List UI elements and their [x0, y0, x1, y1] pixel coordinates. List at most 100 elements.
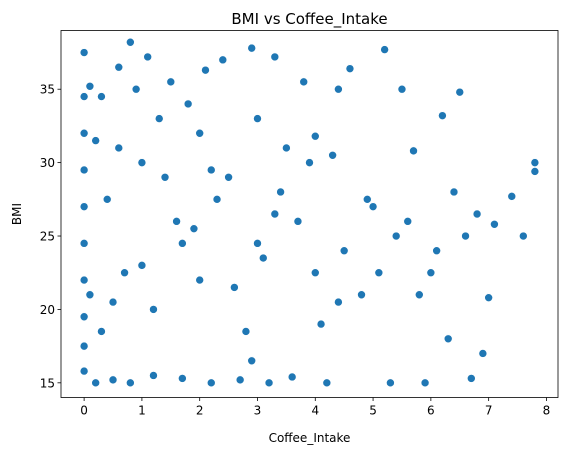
data-point — [79, 366, 89, 376]
data-point — [91, 136, 100, 145]
data-point — [507, 192, 517, 201]
data-point — [85, 290, 95, 300]
data-point — [201, 65, 210, 75]
data-point — [305, 158, 314, 167]
data-point — [79, 239, 89, 248]
x-tick-label: 8 — [543, 404, 551, 418]
data-point — [247, 356, 257, 366]
data-point — [114, 62, 124, 72]
data-point — [183, 99, 193, 109]
data-point — [143, 52, 152, 62]
data-point — [212, 195, 222, 204]
data-point — [443, 334, 453, 344]
y-tick-label: 35 — [40, 83, 55, 97]
x-axis-label: Coffee_Intake — [269, 431, 351, 445]
data-point — [230, 283, 239, 292]
data-point — [79, 312, 89, 322]
data-point — [310, 268, 320, 278]
data-point — [345, 64, 355, 73]
y-tick-label: 15 — [40, 376, 55, 390]
data-point — [287, 372, 297, 382]
data-point — [270, 209, 280, 219]
data-point — [79, 202, 89, 211]
data-point — [241, 327, 251, 336]
x-tick-label: 0 — [80, 404, 88, 418]
data-point — [322, 378, 332, 388]
data-point — [362, 195, 372, 204]
data-point — [310, 131, 320, 141]
data-point — [79, 341, 89, 351]
data-point — [414, 290, 424, 300]
data-point — [519, 231, 528, 241]
data-point — [178, 374, 187, 383]
chart-title: BMI vs Coffee_Intake — [231, 10, 387, 29]
x-tick-label: 1 — [138, 404, 146, 418]
data-point — [264, 378, 274, 388]
data-point — [449, 187, 459, 197]
data-point — [478, 349, 488, 358]
data-point — [235, 375, 245, 385]
data-point — [426, 268, 436, 278]
data-point — [530, 158, 540, 167]
data-point — [380, 45, 389, 54]
data-point — [374, 268, 384, 278]
data-point — [253, 239, 262, 248]
data-point — [328, 150, 337, 160]
data-point — [316, 319, 326, 329]
data-point — [160, 173, 170, 182]
data-point — [420, 378, 430, 388]
data-point — [79, 275, 89, 285]
data-point — [490, 219, 499, 229]
data-point — [438, 111, 447, 120]
data-point — [391, 231, 401, 241]
data-points — [79, 37, 540, 388]
data-point — [368, 202, 378, 211]
data-point — [79, 92, 89, 101]
data-point — [97, 92, 106, 101]
data-point — [247, 43, 257, 53]
data-point — [79, 128, 89, 138]
y-tick-label: 25 — [40, 230, 55, 244]
data-point — [131, 84, 141, 94]
data-point — [403, 217, 413, 226]
data-point — [334, 297, 343, 307]
data-point — [467, 374, 476, 383]
y-axis-ticks: 15 20 25 30 35 — [40, 83, 61, 390]
data-point — [484, 293, 493, 302]
data-point — [397, 84, 407, 94]
data-point — [149, 371, 158, 380]
data-point — [461, 231, 470, 241]
data-point — [149, 305, 158, 314]
data-point — [120, 268, 129, 278]
y-tick-label: 30 — [40, 156, 55, 170]
plot-frame — [60, 30, 559, 398]
data-point — [195, 275, 204, 285]
y-tick-label: 20 — [40, 303, 55, 317]
x-tick-label: 6 — [427, 404, 435, 418]
data-point — [258, 253, 268, 263]
data-point — [172, 217, 181, 226]
y-axis-label: BMI — [10, 203, 24, 225]
data-point — [154, 114, 164, 123]
data-point — [270, 52, 280, 62]
data-point — [108, 297, 118, 307]
data-point — [126, 378, 135, 388]
data-point — [293, 217, 303, 226]
x-tick-label: 2 — [196, 404, 204, 418]
data-point — [195, 128, 204, 138]
data-point — [166, 77, 176, 87]
x-tick-label: 7 — [485, 404, 493, 418]
data-point — [224, 173, 233, 182]
data-point — [339, 246, 349, 255]
data-point — [97, 327, 106, 336]
data-point — [357, 290, 366, 300]
x-axis-ticks: 0 1 2 3 4 5 6 7 8 — [80, 397, 551, 418]
data-point — [137, 158, 147, 167]
data-point — [455, 87, 465, 97]
data-point — [276, 187, 285, 197]
data-point — [530, 167, 540, 176]
data-point — [253, 114, 262, 123]
data-point — [206, 378, 216, 388]
data-point — [137, 261, 147, 270]
data-point — [206, 165, 216, 175]
